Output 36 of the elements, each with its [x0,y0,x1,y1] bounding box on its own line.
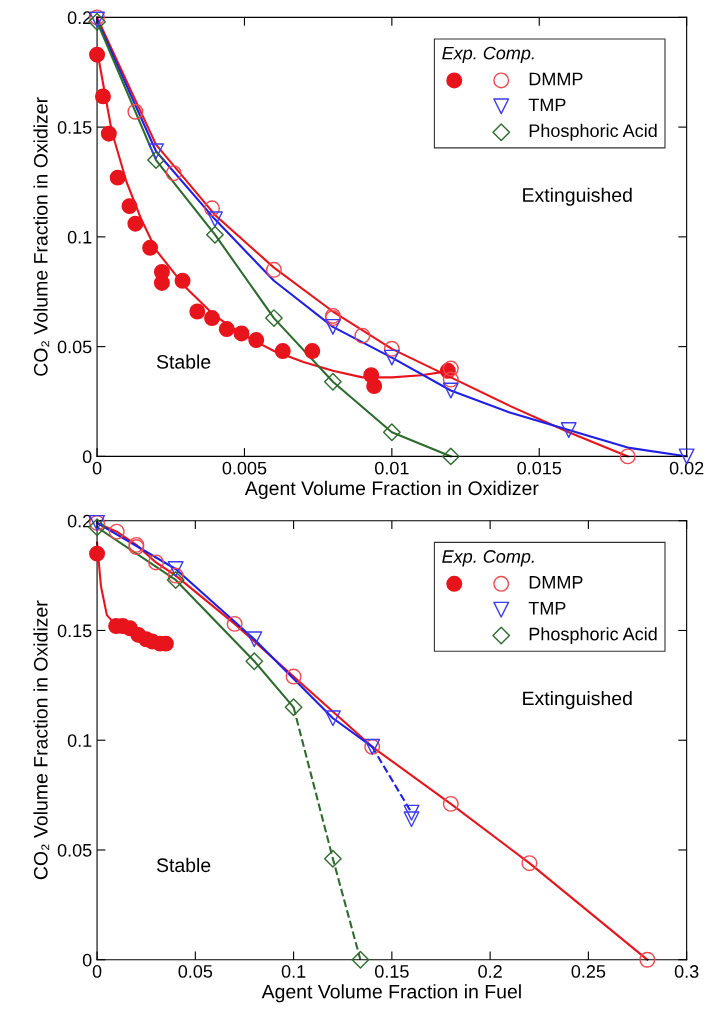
annotation: Stable [156,354,211,369]
legend-title: Exp. Comp. [442,46,534,64]
annotation: Extinguished [523,187,632,206]
x-tick-label: 0.01 [374,461,409,475]
legend-label: TMP [528,601,566,615]
x-tick-label: 0 [92,461,102,475]
x-tick-label: 0.005 [222,461,267,475]
legend-label: TMP [528,98,566,112]
legend-label: Phosphoric Acid [529,123,657,141]
x-tick-label: 0.25 [571,965,606,978]
y-tick-label: 0.1 [67,230,92,244]
x-axis-title: Agent Volume Fraction in Fuel [261,984,521,1003]
y-tick-label: 0.1 [67,734,92,747]
legend-label: Phosphoric Acid [529,627,657,645]
y-tick-label: 0.05 [57,843,92,857]
legend-title: Exp. Comp. [442,550,534,567]
x-tick-label: 0 [92,965,102,978]
x-tick-label: 0.02 [669,461,704,475]
x-tick-label: 0.05 [178,965,213,978]
y-axis-title: CO₂ Volume Fraction in Oxidizer [33,97,50,376]
y-axis-title: CO₂ Volume Fraction in Oxidizer [33,600,50,880]
x-tick-label: 0.2 [478,965,502,978]
legend-label: DMMP [529,72,583,86]
y-tick-label: 0.15 [57,624,92,638]
x-tick-label: 0.15 [374,965,409,978]
y-tick-label: 0.15 [57,121,92,134]
x-tick-label: 0.1 [281,965,306,978]
legend-label: DMMP [529,576,583,589]
x-axis-title: Agent Volume Fraction in Oxidizer [244,480,539,499]
annotation: Stable [156,857,211,873]
x-tick-label: 0.3 [674,965,699,978]
x-tick-label: 0.015 [517,461,562,475]
y-tick-label: 0.05 [57,340,92,354]
annotation: Extinguished [523,691,632,710]
y-tick-label: 0 [82,953,92,967]
y-tick-label: 0 [82,450,92,464]
